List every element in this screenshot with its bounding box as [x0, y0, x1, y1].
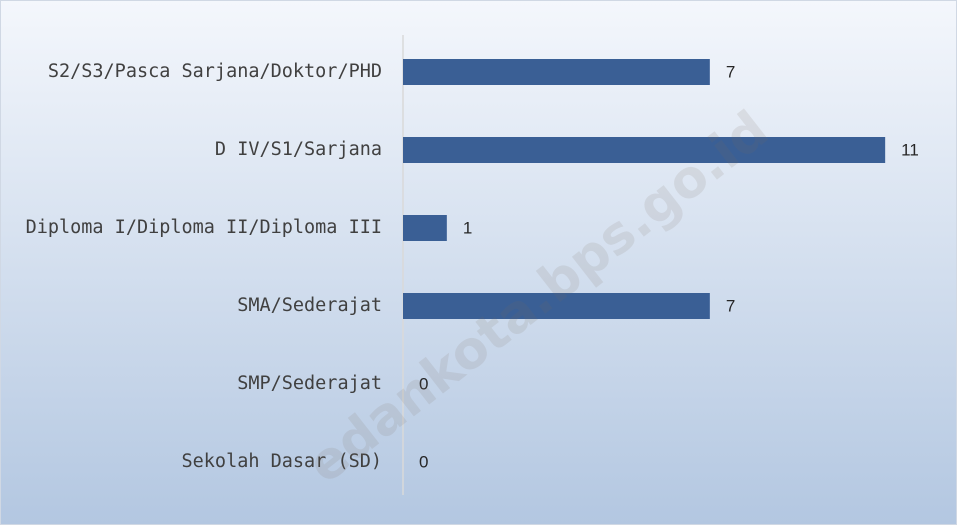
- bar: [403, 293, 710, 319]
- category-label: SMA/Sederajat: [237, 295, 382, 316]
- category-label: S2/S3/Pasca Sarjana/Doktor/PHD: [48, 61, 382, 82]
- bar: [403, 215, 447, 241]
- category-label: Diploma I/Diploma II/Diploma III: [26, 217, 382, 238]
- bar: [403, 137, 886, 163]
- value-label: 7: [726, 62, 735, 81]
- value-label: 0: [419, 374, 428, 393]
- category-label: D IV/S1/Sarjana: [215, 139, 382, 160]
- value-label: 7: [726, 296, 735, 315]
- value-label: 0: [419, 452, 428, 471]
- bar: [403, 59, 710, 85]
- value-label: 11: [901, 140, 919, 159]
- category-label: SMP/Sederajat: [237, 373, 382, 394]
- category-label: Sekolah Dasar (SD): [182, 451, 382, 472]
- value-label: 1: [463, 218, 472, 237]
